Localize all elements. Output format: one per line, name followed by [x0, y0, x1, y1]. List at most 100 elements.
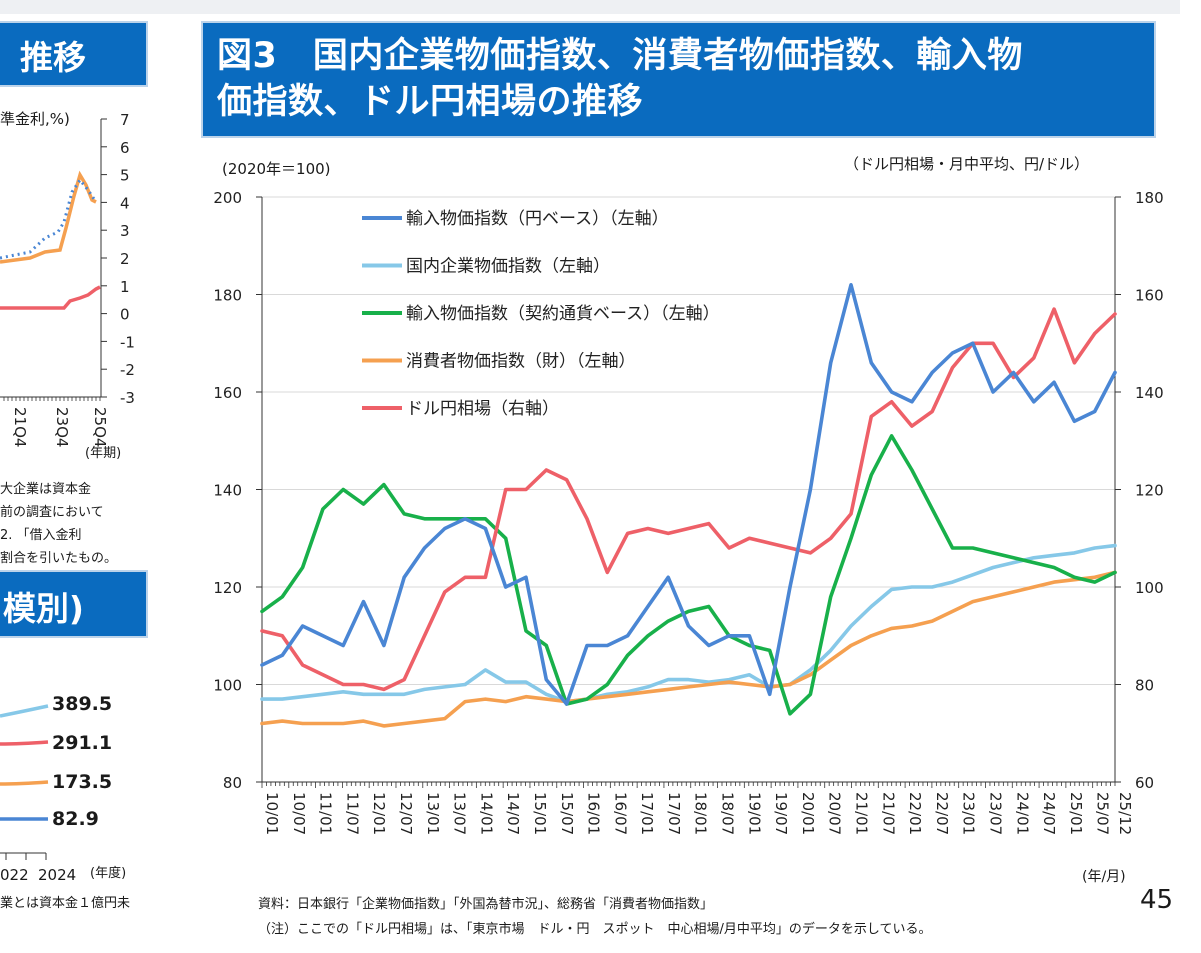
left-panel-x-tick-label: 23Q4: [53, 407, 71, 447]
x-tick-label: 24/01: [1013, 792, 1031, 835]
left-value-1: 389.5: [52, 693, 113, 715]
y-left-tick-label: 160: [213, 384, 242, 402]
left-x-tick-bottom-1: 022: [0, 866, 29, 884]
left-panel-x-tick-label: 21Q4: [11, 407, 29, 447]
x-tick-label: 18/01: [692, 792, 710, 835]
footnote: （注）ここでの「ドル円相場」は、「東京市場 ドル・円 スポット 中心相場/月中平…: [258, 922, 932, 937]
left-value-4: 82.9: [52, 808, 99, 830]
x-tick-label: 13/07: [451, 792, 469, 835]
y-right-tick-label: 160: [1135, 287, 1164, 305]
x-tick-label: 13/01: [424, 792, 442, 835]
x-tick-label: 14/01: [477, 792, 495, 835]
page-number: 45: [1140, 885, 1174, 915]
x-tick-label: 22/01: [906, 792, 924, 835]
left-ylabel: 準金利,%): [0, 110, 70, 128]
left-panel-title: 推移: [0, 21, 148, 87]
left-panel-line-red-2: [0, 740, 49, 746]
left-panel-chart: 7 6 5 4 3 2 1 0 -1 -2 -3 21Q4 23Q4 25Q4: [0, 111, 135, 860]
x-tick-label: 17/01: [638, 792, 656, 835]
legend-label: 国内企業物価指数（左軸）: [406, 257, 610, 277]
left-x-unit-bottom: (年度): [90, 866, 127, 881]
x-tick-label: 24/07: [1040, 792, 1058, 835]
x-tick-label: 10/07: [290, 792, 308, 835]
chart-title-line-1: 図3 国内企業物価指数、消費者物価指数、輸入物: [217, 36, 1023, 76]
x-tick-label: 25/07: [1094, 792, 1112, 835]
x-tick-label: 16/07: [611, 792, 629, 835]
series-line: [260, 434, 1117, 716]
legend-label: ドル円相場（右軸）: [406, 399, 559, 419]
chart-title-line-2: 価指数、ドル円相場の推移: [217, 82, 644, 122]
x-tick-label: 15/07: [558, 792, 576, 835]
left-panel-tick-label: 6: [120, 139, 130, 157]
x-tick-label: 19/01: [745, 792, 763, 835]
x-tick-label: 25/01: [1067, 792, 1085, 835]
series-line: [260, 543, 1117, 704]
x-tick-label: 15/01: [531, 792, 549, 835]
y-left-tick-label: 180: [213, 287, 242, 305]
x-axis-unit: (年/月): [1082, 869, 1126, 885]
left-x-unit: (年期): [85, 446, 122, 461]
left-x-tick-bottom-2: 2024: [38, 866, 77, 884]
left-panel-line-blue-light: [0, 704, 49, 718]
left-panel-tick-label: -1: [120, 333, 135, 351]
y-right-tick-label: 80: [1135, 677, 1154, 695]
left-value-2: 291.1: [52, 732, 113, 754]
x-tick-label: 25/12: [1116, 792, 1134, 835]
x-tick-label: 23/07: [986, 792, 1004, 835]
x-tick-label: 19/07: [772, 792, 790, 835]
x-tick-label: 21/01: [853, 792, 871, 835]
left-value-3: 173.5: [52, 771, 113, 793]
right-axis-label: （ドル円相場・月中平均、円/ドル）: [844, 155, 1090, 173]
x-tick-label: 11/07: [343, 792, 361, 835]
legend-label: 輸入物価指数（契約通貨ベース）（左軸）: [406, 304, 720, 324]
y-right-tick-label: 60: [1135, 774, 1154, 792]
legend-label: 消費者物価指数（財）（左軸）: [406, 352, 636, 372]
y-right-tick-label: 180: [1135, 189, 1164, 207]
left-panel-tick-label: 1: [120, 278, 130, 296]
left-panel-line-orange-2: [0, 780, 49, 786]
left-panel-tick-label: 5: [120, 167, 130, 185]
left-note-2: 前の調査において: [0, 505, 104, 520]
x-tick-label: 22/07: [933, 792, 951, 835]
y-right-tick-label: 100: [1135, 579, 1164, 597]
y-left-tick-label: 200: [213, 189, 242, 207]
left-panel-tick-label: -3: [120, 389, 135, 407]
left-panel-tick-label: 4: [120, 194, 130, 212]
x-tick-label: 11/01: [317, 792, 335, 835]
left-axis-label: (2020年＝100): [222, 160, 331, 178]
y-right-tick-label: 120: [1135, 482, 1164, 500]
y-left-tick-label: 120: [213, 579, 242, 597]
series-line: [260, 282, 1117, 706]
x-tick-label: 23/01: [960, 792, 978, 835]
y-left-tick-label: 100: [213, 677, 242, 695]
legend-label: 輸入物価指数（円ベース）（左軸）: [406, 209, 669, 229]
x-tick-label: 21/07: [879, 792, 897, 835]
left-panel-title-bottom: 模別): [0, 570, 148, 638]
left-panel-x-tick-label: 25Q4: [91, 407, 109, 447]
left-panel-tick-label: 2: [120, 250, 130, 268]
left-panel-tick-label: 7: [120, 111, 130, 129]
x-tick-label: 20/07: [826, 792, 844, 835]
x-tick-label: 12/01: [370, 792, 388, 835]
x-tick-label: 20/01: [799, 792, 817, 835]
y-left-tick-label: 140: [213, 482, 242, 500]
y-right-tick-label: 140: [1135, 384, 1164, 402]
source-note: 資料：日本銀行「企業物価指数」「外国為替市況」、総務省「消費者物価指数」: [258, 897, 714, 912]
left-panel-tick-label: 0: [120, 306, 130, 324]
top-strip: [0, 0, 1180, 14]
left-note-3: 2. 「借入金利: [0, 528, 82, 543]
left-note-1: 大企業は資本金: [0, 482, 92, 497]
left-panel-tick-label: -2: [120, 361, 135, 379]
series-line: [260, 307, 1117, 692]
left-panel-line-red: [0, 285, 101, 310]
y-left-tick-label: 80: [223, 774, 242, 792]
series-line: [260, 570, 1117, 728]
x-tick-label: 12/07: [397, 792, 415, 835]
x-tick-label: 18/07: [719, 792, 737, 835]
x-tick-label: 17/07: [665, 792, 683, 835]
x-tick-label: 10/01: [263, 792, 281, 835]
left-panel-line-dotted: [0, 177, 98, 260]
left-note-4: 割合を引いたもの。: [0, 551, 118, 566]
left-footnote: 業とは資本金１億円未: [0, 896, 131, 911]
